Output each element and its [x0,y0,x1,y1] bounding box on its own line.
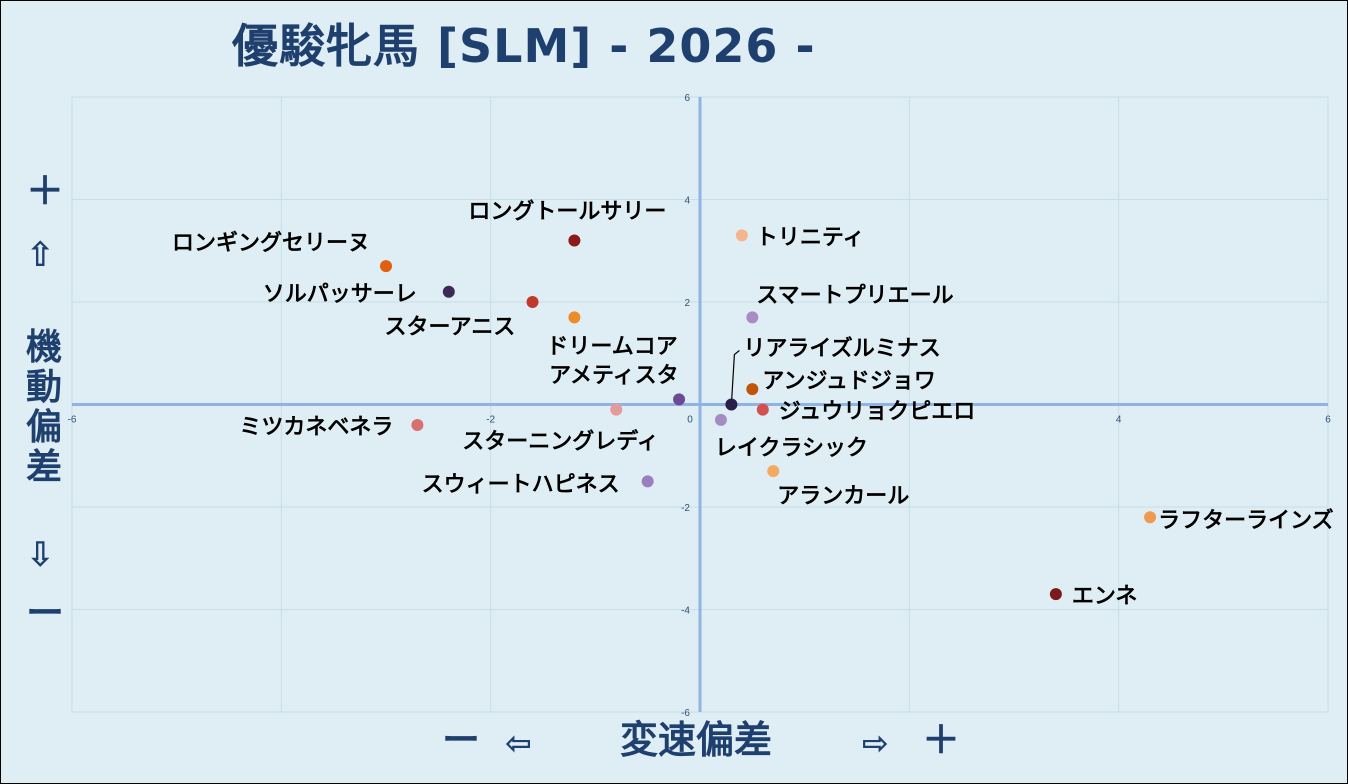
data-point [746,383,759,396]
tick-labels: -6 -2 0 4 6 6 4 2 -2 -4 -6 [68,93,1332,719]
point-label: スマートプリエール [756,283,953,308]
left-arrow-icon: ⇦ [505,724,532,762]
point-label: アランカール [777,484,909,509]
y-tick-label: -2 [681,503,690,514]
data-point [641,475,654,488]
data-point [756,403,769,416]
point-label: ジュウリョクピエロ [779,400,975,425]
point-label: ミツカネベネラ [239,415,393,440]
down-arrow-icon: ⇩ [26,535,55,575]
data-point [714,413,727,426]
x-tick-label: 6 [1325,415,1331,426]
y-tick-label: 4 [684,196,690,207]
point-label: ロンギングセリーヌ [172,230,370,256]
right-arrow-icon: ⇨ [862,724,889,762]
point-label: スウィートハピネス [422,472,620,497]
y-minus-sign: ー [26,591,65,635]
data-points [380,229,1157,601]
data-point [1049,588,1062,601]
point-label: トリニティ [756,225,865,250]
data-point [442,285,455,298]
point-label: ドリームコア [546,334,677,359]
point-label: ラフターラインズ [1158,507,1334,533]
y-tick-label: 6 [684,93,690,104]
point-label: スターニングレディ [462,429,658,455]
y-tick-label: -6 [681,708,690,719]
data-point [568,234,581,247]
x-tick-label: 0 [687,415,693,426]
leader-line [730,350,740,405]
up-arrow-icon: ⇧ [26,235,55,275]
axes [72,97,1328,712]
point-label: アンジュドジョワ [762,369,936,394]
x-tick-label: 4 [1116,415,1122,426]
data-point [673,393,686,406]
data-point [767,465,780,478]
point-label: スターアニス [385,315,516,340]
y-axis-label: 機動偏差 [25,327,62,488]
point-label: エンネ [1072,584,1138,609]
x-minus-sign: ー [442,718,481,762]
data-point [610,403,623,416]
y-plus-sign: ＋ [26,169,65,213]
point-label: リアライズルミナス [743,336,940,362]
data-point [526,296,539,308]
data-point [568,311,581,324]
y-tick-label: 2 [684,298,690,309]
y-tick-label: -4 [681,606,690,617]
data-point [746,311,759,324]
point-label: レイクラシック [715,436,868,461]
data-point [380,260,392,273]
x-tick-label: -6 [68,415,77,426]
x-axis-label: 変速偏差 [620,718,773,762]
leader-lines [730,350,740,405]
point-label: ロングトールサリー [468,199,666,225]
data-point [411,419,424,431]
point-label: ソルパッサーレ [263,282,417,307]
data-point [1144,511,1157,524]
chart-title: 優駿牝馬 [SLM] - 2026 - [232,19,816,73]
x-plus-sign: ＋ [922,718,961,762]
data-point [735,229,748,242]
x-tick-label: -2 [486,415,495,426]
point-label: アメティスタ [549,363,679,388]
data-point [725,398,738,411]
